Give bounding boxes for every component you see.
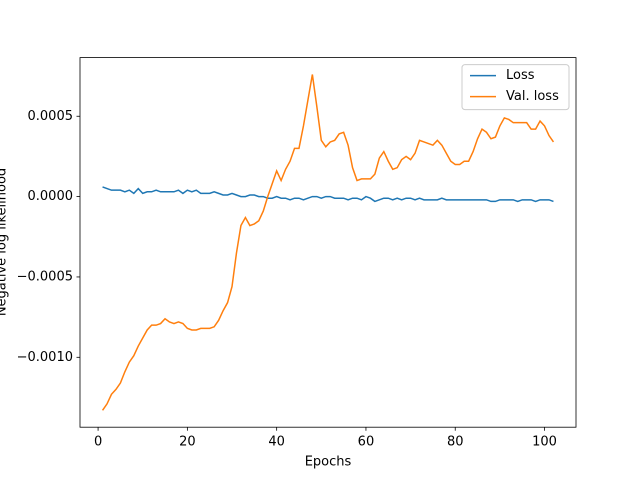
x-tick-label: 40 bbox=[268, 435, 285, 450]
line-series bbox=[102, 186, 554, 203]
x-tick-label: 20 bbox=[179, 435, 196, 450]
y-tick-label: 0.0005 bbox=[28, 109, 74, 124]
legend-label: Val. loss bbox=[506, 89, 559, 104]
line-series bbox=[101, 74, 555, 411]
y-axis-label: Negative log likelihood bbox=[0, 168, 10, 316]
legend: Loss Val. loss bbox=[461, 64, 570, 111]
legend-label: Loss bbox=[506, 68, 535, 83]
y-tick-label: 0.0000 bbox=[28, 189, 74, 204]
x-tick-label: 0 bbox=[94, 435, 102, 450]
plot-frame bbox=[79, 57, 577, 428]
x-tick-label: 80 bbox=[447, 435, 464, 450]
x-axis-label: Epochs bbox=[305, 455, 352, 470]
y-tick-label: −0.0010 bbox=[17, 350, 73, 365]
y-tick-label: −0.0005 bbox=[17, 269, 73, 284]
x-tick-label: 100 bbox=[532, 435, 557, 450]
x-tick-label: 60 bbox=[358, 435, 375, 450]
